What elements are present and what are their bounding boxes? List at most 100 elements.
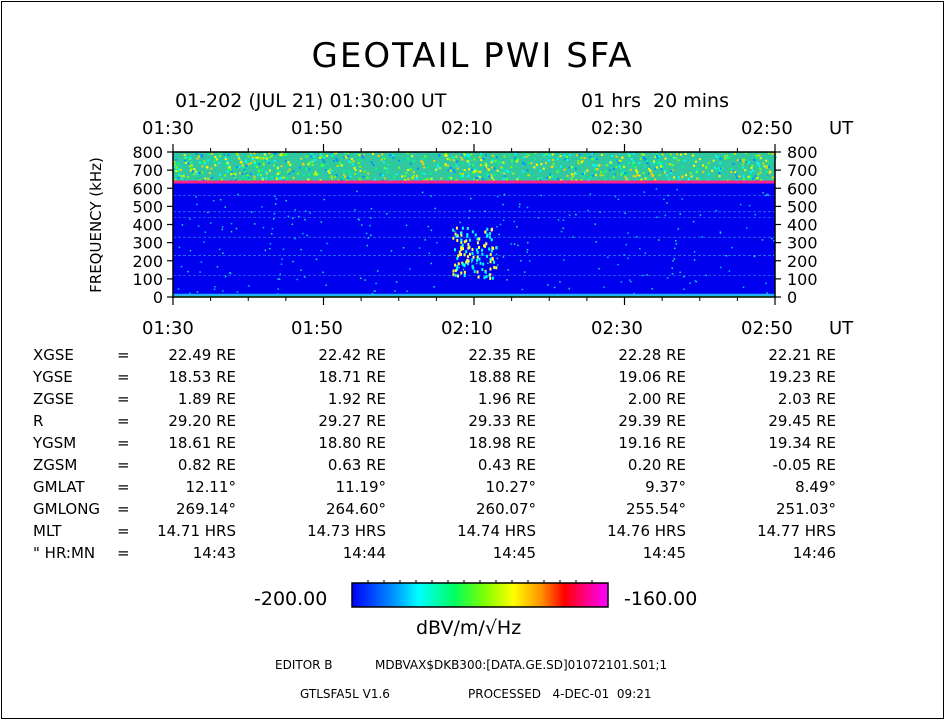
- orbit-row-value: 14.74 HRS: [457, 522, 536, 540]
- continuum-speckle: [248, 178, 251, 181]
- burst-speckle: [490, 228, 493, 232]
- continuum-speckle: [278, 171, 281, 174]
- burst-speckle: [485, 254, 488, 258]
- continuum-speckle: [247, 177, 250, 180]
- burst-speckle: [459, 253, 462, 257]
- continuum-speckle: [330, 152, 333, 155]
- noise-speckle: [694, 280, 697, 282]
- continuum-speckle: [670, 172, 673, 175]
- continuum-speckle: [186, 176, 189, 179]
- continuum-speckle: [547, 159, 550, 162]
- continuum-speckle: [551, 176, 554, 179]
- orbit-row-equals: =: [117, 390, 130, 408]
- continuum-speckle: [628, 161, 631, 164]
- continuum-speckle: [207, 159, 210, 162]
- noise-speckle: [222, 252, 224, 254]
- continuum-speckle: [711, 169, 714, 172]
- noise-speckle: [436, 242, 438, 244]
- continuum-speckle: [707, 161, 710, 164]
- continuum-speckle: [332, 159, 335, 162]
- continuum-speckle: [329, 168, 332, 171]
- continuum-speckle: [195, 172, 198, 175]
- continuum-speckle: [276, 172, 279, 175]
- continuum-speckle: [477, 175, 480, 178]
- y-tick-label: 200: [787, 252, 818, 271]
- continuum-speckle: [591, 158, 594, 161]
- continuum-speckle: [224, 158, 227, 161]
- continuum-speckle: [203, 160, 206, 163]
- continuum-speckle: [423, 166, 426, 169]
- continuum-speckle: [566, 174, 569, 177]
- continuum-speckle: [684, 152, 687, 155]
- continuum-speckle: [177, 169, 180, 172]
- noise-speckle: [196, 203, 198, 206]
- continuum-speckle: [758, 154, 761, 157]
- noise-speckle: [498, 233, 500, 236]
- continuum-speckle: [496, 169, 499, 172]
- continuum-speckle: [411, 155, 414, 158]
- continuum-speckle: [460, 156, 463, 159]
- orbit-row-value: 14.77 HRS: [757, 522, 836, 540]
- continuum-speckle: [632, 162, 635, 165]
- continuum-speckle: [198, 171, 201, 174]
- continuum-speckle: [322, 165, 325, 168]
- continuum-speckle: [521, 170, 524, 173]
- continuum-speckle: [307, 163, 310, 166]
- continuum-speckle: [747, 178, 750, 181]
- orbit-row-value: 18.53 RE: [168, 368, 236, 386]
- noise-speckle: [521, 288, 524, 291]
- continuum-speckle: [454, 179, 457, 182]
- continuum-speckle: [208, 172, 211, 175]
- burst-speckle: [491, 256, 494, 260]
- continuum-speckle: [224, 162, 227, 165]
- continuum-speckle: [503, 174, 506, 177]
- continuum-speckle: [732, 163, 735, 166]
- continuum-speckle: [658, 174, 661, 177]
- continuum-speckle: [191, 170, 194, 173]
- continuum-speckle: [474, 177, 477, 180]
- noise-speckle: [517, 244, 519, 247]
- continuum-speckle: [548, 176, 551, 179]
- noise-speckle: [513, 220, 515, 223]
- continuum-speckle: [342, 177, 345, 180]
- date-label: 01-202 (JUL 21) 01:30:00 UT: [175, 90, 447, 112]
- noise-speckle: [428, 252, 431, 255]
- continuum-speckle: [533, 157, 536, 160]
- y-tick-label: 300: [132, 234, 163, 253]
- noise-speckle: [523, 271, 526, 273]
- noise-speckle: [357, 218, 360, 220]
- continuum-speckle: [362, 153, 365, 156]
- continuum-speckle: [473, 158, 476, 161]
- continuum-speckle: [335, 157, 338, 160]
- orbit-row-equals: =: [117, 500, 130, 518]
- orbit-row-value: 29.20 RE: [168, 412, 236, 430]
- continuum-speckle: [212, 178, 215, 181]
- orbit-row-value: 269.14°: [176, 500, 236, 518]
- continuum-speckle: [285, 176, 288, 179]
- continuum-speckle: [265, 177, 268, 180]
- continuum-speckle: [231, 173, 234, 176]
- continuum-speckle: [230, 170, 233, 173]
- noise-speckle: [675, 243, 678, 245]
- noise-speckle: [502, 219, 505, 221]
- noise-speckle: [617, 263, 619, 266]
- noise-speckle: [624, 212, 626, 215]
- continuum-speckle: [512, 172, 515, 175]
- burst-speckle: [466, 262, 469, 266]
- burst-speckle: [460, 271, 463, 275]
- continuum-speckle: [449, 169, 452, 172]
- noise-speckle: [433, 286, 435, 288]
- noise-speckle: [277, 278, 279, 280]
- orbit-row-value: 18.88 RE: [468, 368, 536, 386]
- y-tick-label: 0: [153, 288, 163, 307]
- continuum-speckle: [288, 162, 291, 165]
- continuum-speckle: [573, 172, 576, 175]
- continuum-speckle: [681, 176, 684, 179]
- continuum-speckle: [451, 156, 454, 159]
- noise-speckle: [424, 239, 426, 241]
- continuum-speckle: [224, 156, 227, 159]
- continuum-speckle: [490, 161, 493, 164]
- continuum-speckle: [438, 154, 441, 157]
- noise-speckle: [468, 217, 470, 219]
- orbit-row-value: 22.21 RE: [768, 346, 836, 364]
